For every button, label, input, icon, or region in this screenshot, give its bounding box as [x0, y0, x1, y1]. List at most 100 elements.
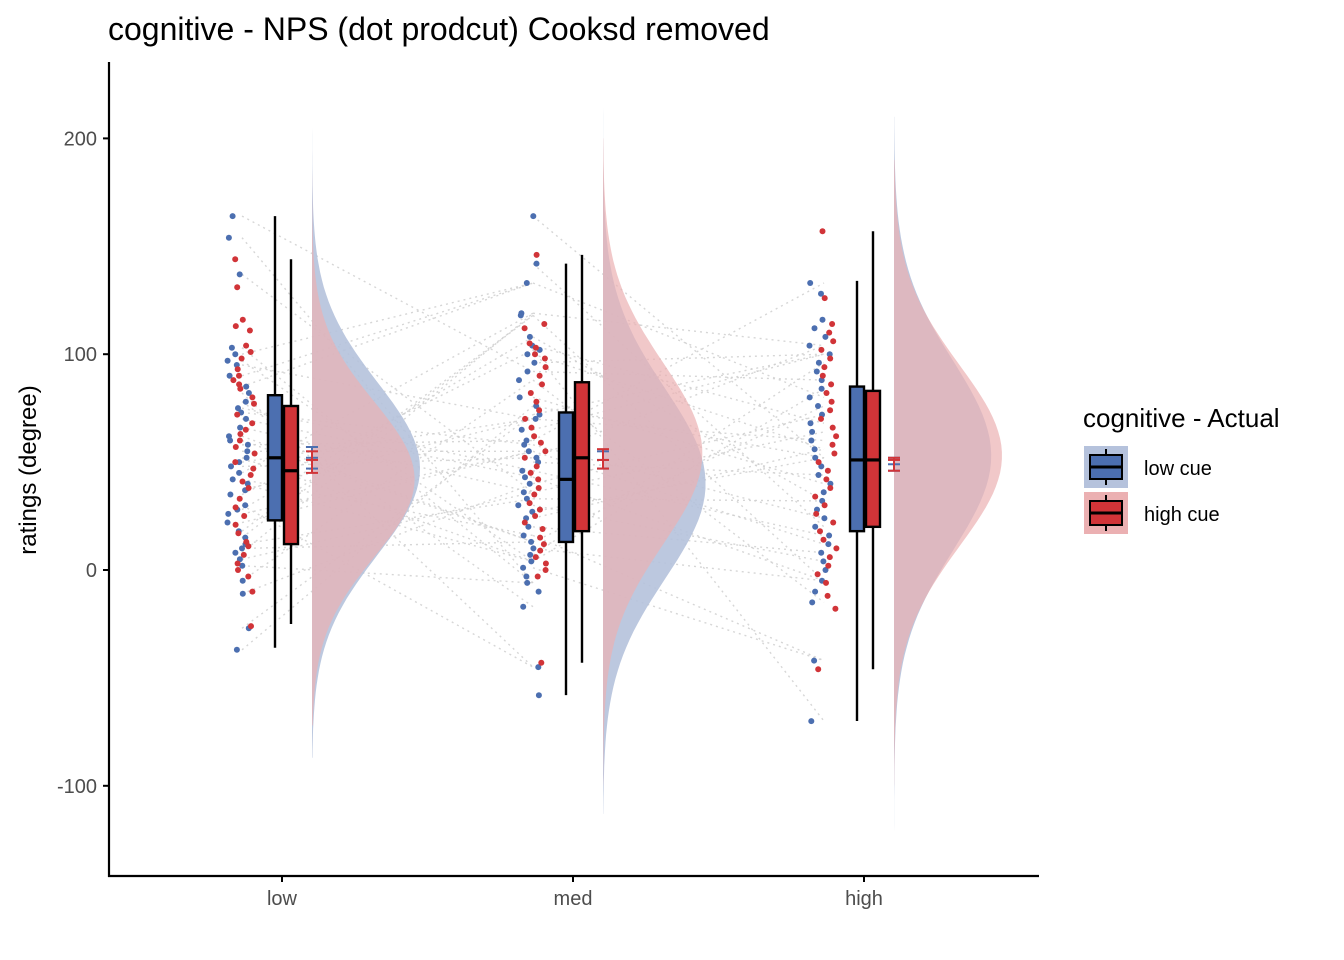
data-point	[520, 532, 527, 539]
data-point	[236, 495, 243, 502]
data-point	[819, 497, 826, 504]
data-point	[820, 489, 827, 496]
legend-title: cognitive - Actual	[1083, 403, 1280, 433]
data-point	[536, 411, 543, 418]
data-point	[527, 390, 534, 396]
data-point	[815, 459, 822, 466]
data-point	[242, 426, 249, 433]
data-point	[528, 424, 535, 431]
data-point	[807, 280, 814, 286]
data-point	[831, 450, 838, 457]
data-point	[538, 659, 545, 666]
paired-line	[241, 282, 534, 355]
density-cloud-low-high-cue	[312, 138, 415, 726]
data-point	[251, 400, 257, 407]
paired-line	[241, 360, 534, 562]
y-ticks: -100 0 100 200	[57, 128, 109, 798]
data-point	[826, 532, 833, 539]
box-med-low-cue	[557, 411, 575, 544]
data-point	[224, 519, 231, 526]
data-point	[533, 398, 540, 405]
data-point	[829, 424, 836, 431]
data-point	[533, 463, 540, 470]
data-point	[813, 368, 820, 375]
paired-line	[532, 344, 825, 459]
data-point	[230, 377, 237, 384]
data-point	[526, 480, 533, 487]
data-point	[541, 321, 548, 327]
data-point	[807, 420, 814, 427]
data-point	[536, 407, 543, 414]
data-point	[247, 472, 254, 478]
data-point	[237, 385, 244, 392]
data-point	[808, 437, 815, 444]
data-point	[532, 554, 539, 561]
data-point	[524, 579, 531, 586]
data-point	[833, 433, 840, 440]
data-point	[818, 415, 824, 422]
data-point	[247, 349, 254, 355]
data-point	[532, 351, 538, 358]
data-point	[830, 519, 837, 526]
data-point	[250, 465, 257, 472]
legend-item-high-cue: high cue	[1084, 492, 1220, 534]
data-point	[521, 454, 528, 461]
data-point	[245, 485, 252, 491]
data-point	[240, 551, 247, 558]
paired-line	[241, 282, 534, 377]
data-point	[537, 547, 544, 554]
data-point	[526, 333, 533, 340]
data-point	[519, 467, 526, 474]
x-tick-label-low: low	[267, 888, 298, 910]
data-point	[234, 560, 241, 567]
data-point	[236, 437, 243, 444]
data-point	[245, 390, 252, 396]
data-point	[821, 295, 828, 302]
data-point	[232, 323, 239, 330]
data-point	[539, 526, 546, 532]
data-point	[239, 545, 245, 552]
data-point	[239, 316, 246, 323]
data-point	[227, 491, 234, 498]
data-point	[539, 381, 545, 388]
data-point	[812, 493, 819, 500]
data-point	[528, 558, 535, 565]
data-point	[244, 448, 251, 455]
legend-label-low-cue: low cue	[1144, 458, 1212, 480]
data-point	[821, 502, 828, 509]
data-point	[537, 534, 544, 541]
data-point	[806, 394, 813, 401]
data-point	[811, 446, 818, 453]
y-tick-label: 200	[64, 128, 97, 150]
data-point	[528, 538, 535, 545]
y-tick-label: 0	[86, 560, 97, 582]
data-point	[243, 383, 250, 390]
data-point	[228, 463, 234, 470]
data-point	[237, 431, 244, 437]
data-point	[243, 342, 250, 349]
data-point	[823, 476, 830, 483]
data-point	[541, 355, 548, 362]
data-point	[828, 398, 835, 405]
data-point	[224, 357, 231, 364]
jitter-points	[224, 213, 840, 725]
data-point	[249, 588, 256, 595]
data-point	[830, 338, 837, 345]
y-tick-label: 100	[64, 344, 97, 366]
data-point	[821, 515, 828, 522]
data-point	[814, 571, 821, 578]
data-point	[520, 489, 527, 496]
data-point	[535, 692, 542, 699]
data-point	[811, 325, 818, 332]
data-point	[532, 344, 539, 351]
data-point	[235, 530, 242, 537]
data-point	[232, 459, 239, 466]
data-point	[530, 545, 537, 552]
paired-line	[532, 370, 825, 381]
data-point	[239, 562, 246, 569]
data-point	[536, 372, 543, 379]
data-point	[525, 448, 532, 455]
data-point	[243, 454, 250, 461]
data-point	[815, 472, 822, 478]
data-point	[822, 567, 829, 573]
